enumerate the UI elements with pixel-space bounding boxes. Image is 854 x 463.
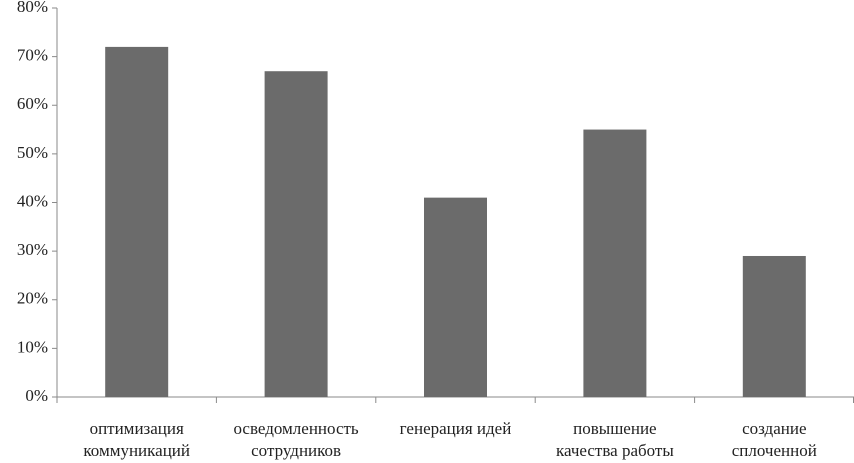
bar — [583, 129, 647, 397]
y-tick-label: 0% — [25, 386, 48, 405]
x-tick-label: создание — [742, 419, 806, 438]
y-tick-label: 40% — [17, 191, 48, 210]
y-tick-label: 70% — [17, 46, 48, 65]
x-tick-label: качества работы — [556, 441, 674, 460]
y-tick-label: 50% — [17, 143, 48, 162]
y-tick-label: 30% — [17, 240, 48, 259]
x-tick-label: сплоченной — [732, 441, 817, 460]
x-tick-label: оптимизация — [90, 419, 184, 438]
x-tick-label: сотрудников — [251, 441, 341, 460]
y-tick-label: 20% — [17, 289, 48, 308]
x-tick-label: осведомленность — [234, 419, 359, 438]
x-tick-label: генерация идей — [400, 419, 512, 438]
bar — [742, 255, 806, 397]
x-tick-label: повышение — [573, 419, 656, 438]
bar — [105, 46, 169, 398]
x-tick-label: коммуникаций — [83, 441, 190, 460]
y-tick-label: 60% — [17, 94, 48, 113]
y-tick-label: 80% — [17, 0, 48, 16]
bar — [264, 71, 328, 398]
y-tick-label: 10% — [17, 337, 48, 356]
bar — [424, 197, 487, 397]
